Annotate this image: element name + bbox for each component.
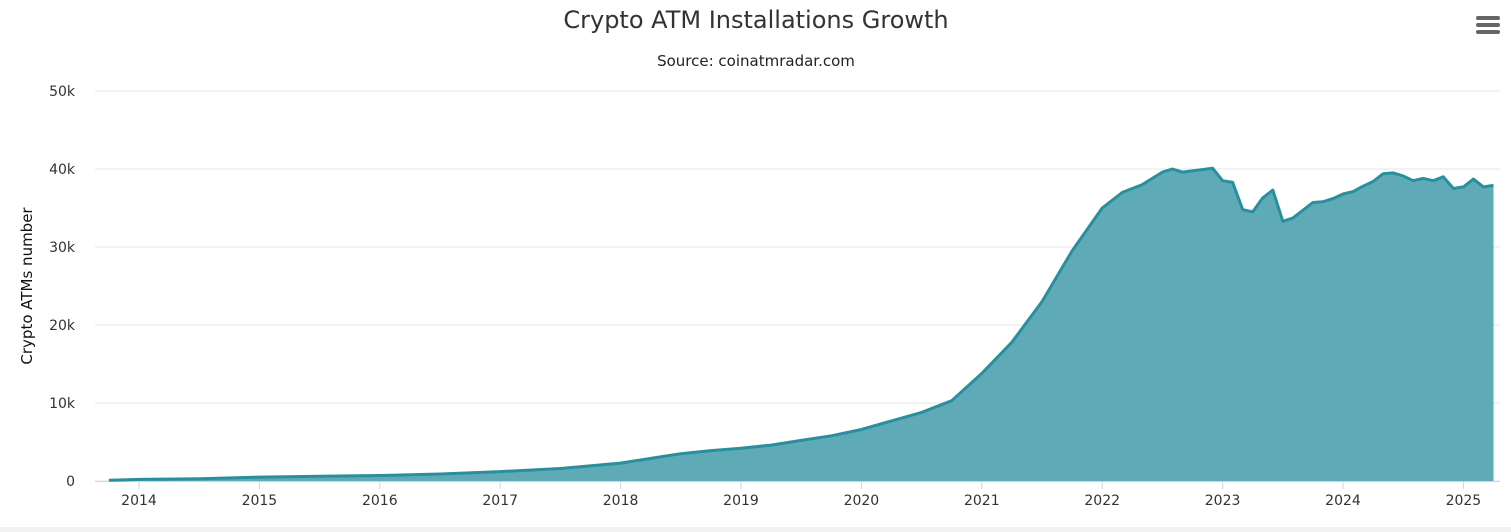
x-tick-label: 2025 [1446, 493, 1482, 509]
x-tick-label: 2021 [964, 493, 1000, 509]
y-tick-label: 30k [49, 240, 76, 256]
y-tick-label: 20k [49, 318, 76, 334]
x-tick-label: 2014 [121, 493, 157, 509]
x-tick-label: 2015 [242, 493, 278, 509]
hamburger-menu-icon[interactable] [1476, 16, 1500, 38]
x-tick-label: 2023 [1205, 493, 1241, 509]
x-tick-label: 2016 [362, 493, 398, 509]
y-axis-label: Crypto ATMs number [18, 207, 36, 365]
y-tick-label: 0 [66, 474, 75, 490]
x-tick-label: 2022 [1084, 493, 1120, 509]
x-tick-label: 2019 [723, 493, 759, 509]
y-tick-label: 50k [49, 84, 76, 100]
x-tick-label: 2017 [482, 493, 518, 509]
chart-subtitle: Source: coinatmradar.com [657, 52, 855, 70]
series-area [108, 168, 1494, 481]
x-tick-label: 2020 [844, 493, 880, 509]
x-tick-label: 2018 [603, 493, 639, 509]
chart-title: Crypto ATM Installations Growth [563, 6, 948, 34]
series-line [108, 166, 1494, 482]
y-tick-label: 10k [49, 396, 76, 412]
bottom-border [0, 527, 1511, 532]
y-tick-label: 40k [49, 162, 76, 178]
x-tick-label: 2024 [1325, 493, 1361, 509]
